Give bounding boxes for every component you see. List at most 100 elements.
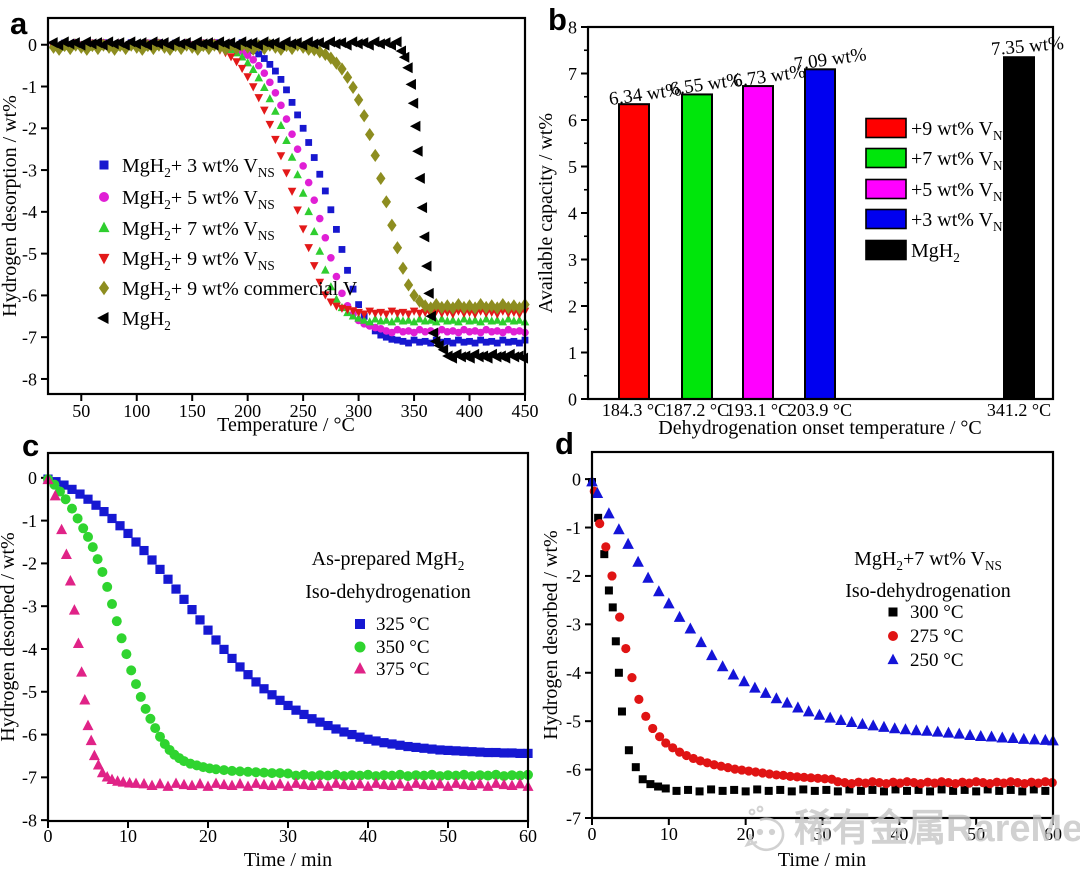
x-tick-label: 50 (439, 826, 457, 846)
y-axis-label: Hydrogen desorption / wt% (0, 95, 21, 317)
legend-swatch (865, 178, 907, 200)
y-tick-label: 0 (28, 468, 37, 488)
x-tick-label: 60 (1044, 824, 1062, 844)
legend-item-label: +7 wt% VNS (911, 148, 1010, 173)
x-tick-label: 10 (119, 826, 137, 846)
x-tick-label: 20 (199, 826, 217, 846)
y-axis-label: Hydrogen desorbed / wt% (0, 532, 19, 741)
y-tick-label: 0 (28, 35, 37, 55)
x-axis-ticks: 0 10 20 30 40 50 60 (44, 821, 537, 846)
y-tick-label: -7 (22, 327, 37, 347)
panel-label-c: c (22, 428, 40, 463)
x-tick-label: 40 (890, 824, 908, 844)
y-tick-label: -1 (566, 518, 581, 538)
legend-item-label: MgH2+ 5 wt% VNS (122, 187, 275, 212)
series-mgh2-325c (43, 474, 533, 758)
legend-swatch (865, 239, 907, 261)
y-tick-label: 1 (568, 343, 577, 363)
y-axis-ticks: 0 -1 -2 -3 -4 -5 -6 -7 (566, 469, 592, 828)
x-axis-ticks: 0 10 20 30 40 50 60 (588, 818, 1062, 844)
y-tick-label: -5 (22, 244, 37, 264)
x-axis-label: Time / min (244, 849, 332, 871)
y-tick-label: -4 (22, 202, 37, 222)
y-tick-label: -7 (566, 808, 581, 828)
legend-item-label: +3 wt% VNS (911, 209, 1010, 234)
legend-item-label: 375 °C (376, 659, 430, 680)
x-tick-label: 200 (234, 401, 261, 421)
x-tick-label: 400 (456, 401, 483, 421)
legend-swatch (865, 208, 907, 230)
x-axis-label: Time / min (778, 849, 866, 871)
x-tick-label: 30 (279, 826, 297, 846)
legend-item-label: 350 °C (376, 637, 430, 658)
bar-3 (804, 68, 836, 400)
series-mgh2-7vns-275c (589, 486, 1057, 789)
x-axis-label: Dehydrogenation onset temperature / °C (658, 417, 981, 439)
x-tick-label: 300 (345, 401, 372, 421)
series-mgh2-375c (42, 473, 534, 791)
panel-label-a: a (10, 6, 28, 41)
legend-a: MgH2+ 3 wt% VNS MgH2+ 5 wt% VNS MgH2+ 7 wt… (97, 155, 358, 333)
legend-title: As-prepared MgH2 (312, 548, 465, 573)
y-tick-label: 6 (568, 110, 577, 130)
bar-0 (618, 103, 650, 400)
x-tick-label: 50 (967, 824, 985, 844)
y-tick-label: -6 (22, 286, 37, 306)
y-tick-label: -1 (22, 511, 37, 531)
y-tick-label: 2 (568, 296, 577, 316)
y-axis-label: Available capacity / wt% (535, 113, 557, 313)
series-mgh2 (47, 36, 529, 364)
legend-item-label: MgH2+ 9 wt% VNS (122, 248, 275, 273)
y-tick-label: -1 (22, 77, 37, 97)
panel-label-d: d (555, 426, 574, 461)
y-axis-ticks: 0 1 2 3 4 5 6 7 8 (568, 17, 588, 409)
bar-tick-label: 341.2 °C (987, 400, 1051, 420)
legend-b: +9 wt% VNS +7 wt% VNS +5 wt% VNS +3 wt% VNS… (865, 117, 1010, 265)
bar-2 (742, 85, 774, 401)
x-tick-label: 250 (290, 401, 317, 421)
legend-item-label: 300 °C (910, 602, 964, 623)
series-mgh2-9-commercial-v (48, 38, 530, 315)
legend-item-label: MgH2 (911, 240, 960, 265)
y-tick-label: -6 (22, 725, 37, 745)
axis-frame (586, 25, 1055, 401)
legend-item-label: +5 wt% VNS (911, 179, 1010, 204)
legend-item-label: 250 °C (910, 650, 964, 671)
y-tick-label: -3 (22, 160, 37, 180)
y-tick-label: -6 (566, 760, 581, 780)
legend-item-label: MgH2+ 3 wt% VNS (122, 155, 275, 180)
bar-1 (681, 93, 713, 401)
x-tick-label: 30 (814, 824, 832, 844)
y-tick-label: -4 (22, 639, 37, 659)
axis-frame (46, 451, 530, 823)
legend-item-label: MgH2+ 9 wt% commercial V (122, 278, 358, 303)
y-axis-ticks: 0 -1 -2 -3 -4 -5 -6 -7 -8 (22, 35, 48, 389)
panel-a: 50 100 150 200 250 300 350 400 450 0 -1 -2 -3 -4 -5 -6 -… (0, 16, 539, 436)
y-tick-label: 5 (568, 157, 577, 177)
bar-tick-label: 187.2 °C (665, 400, 729, 420)
legend-title: Iso-dehydrogenation (305, 581, 471, 603)
legend-swatch (865, 147, 907, 169)
legend-swatch (865, 117, 907, 139)
panel-b: 0 1 2 3 4 5 6 7 8 184.3 °C6.34 wt%187.2 °C6.55 wt… (535, 17, 1065, 439)
series-mgh2-350c (43, 474, 533, 782)
legend-item-label: MgH2+ 7 wt% VNS (122, 218, 275, 243)
axis-frame (46, 16, 527, 396)
y-axis-ticks: 0 -1 -2 -3 -4 -5 -6 -7 -8 (22, 468, 48, 830)
bar-tick-label: 193.1 °C (726, 400, 790, 420)
legend-item-label: +9 wt% VNS (911, 118, 1010, 143)
y-tick-label: 0 (568, 389, 577, 409)
x-tick-label: 20 (737, 824, 755, 844)
x-tick-label: 40 (359, 826, 377, 846)
legend-item-label: MgH2 (122, 308, 171, 333)
legend-title: MgH2+7 wt% VNS (854, 548, 1002, 573)
legend-item-label: 325 °C (376, 614, 430, 635)
y-tick-label: 0 (572, 469, 581, 489)
x-tick-label: 100 (123, 401, 150, 421)
y-tick-label: -5 (566, 711, 581, 731)
x-tick-label: 150 (179, 401, 206, 421)
x-tick-label: 350 (401, 401, 428, 421)
